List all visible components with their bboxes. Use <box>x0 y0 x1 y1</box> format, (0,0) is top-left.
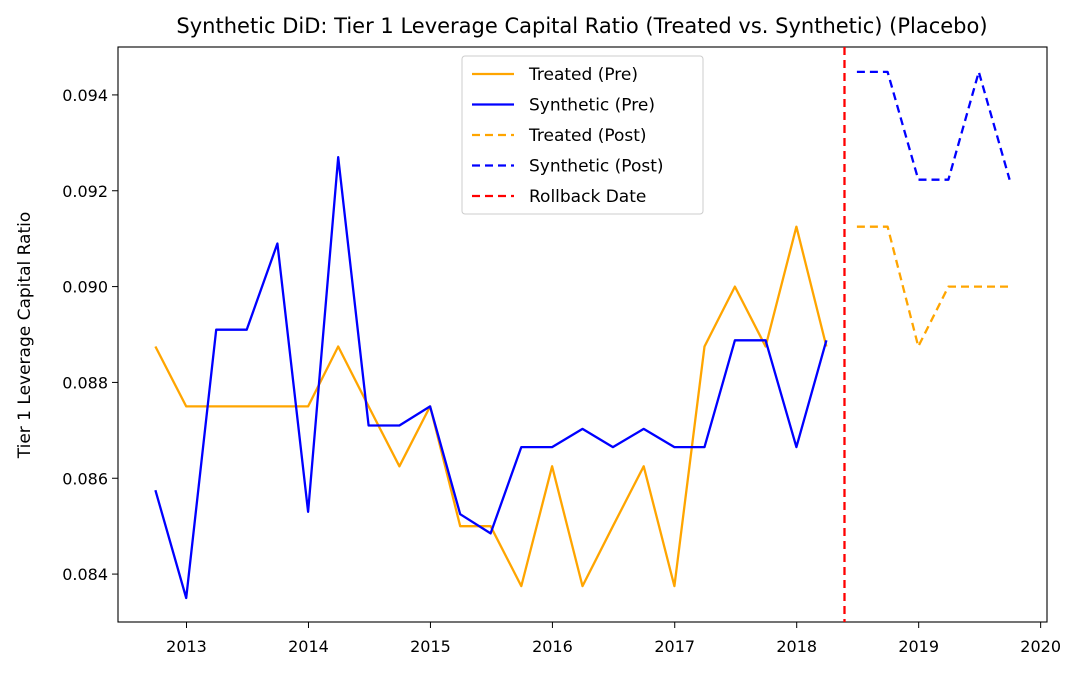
chart-title: Synthetic DiD: Tier 1 Leverage Capital R… <box>176 14 987 38</box>
synthetic-pre-line <box>155 157 826 598</box>
y-tick-label: 0.092 <box>62 182 108 201</box>
y-tick-label: 0.084 <box>62 565 108 584</box>
synthetic-post-line <box>857 72 1010 180</box>
x-tick-label: 2013 <box>166 637 207 656</box>
x-tick-label: 2019 <box>898 637 939 656</box>
legend: Treated (Pre) Synthetic (Pre) Treated (Pos… <box>462 56 703 214</box>
y-tick-label: 0.088 <box>62 373 108 392</box>
legend-label: Synthetic (Pre) <box>529 96 655 116</box>
x-tick-label: 2018 <box>776 637 817 656</box>
x-tick-label: 2020 <box>1020 637 1061 656</box>
legend-label: Rollback Date <box>529 187 646 207</box>
legend-label: Synthetic (Post) <box>529 157 664 177</box>
y-tick-label: 0.090 <box>62 278 108 297</box>
y-axis-label: Tier 1 Leverage Capital Ratio <box>15 212 35 460</box>
x-tick-label: 2014 <box>288 637 329 656</box>
y-tick-label: 0.086 <box>62 469 108 488</box>
legend-label: Treated (Post) <box>528 126 647 146</box>
x-tick-label: 2016 <box>532 637 573 656</box>
legend-label: Treated (Pre) <box>528 65 638 85</box>
treated-post-line <box>857 227 1010 347</box>
x-tick-label: 2017 <box>654 637 695 656</box>
y-axis: 0.084 0.086 0.088 0.090 0.092 0.094 <box>62 86 118 584</box>
y-tick-label: 0.094 <box>62 86 108 105</box>
x-tick-label: 2015 <box>410 637 451 656</box>
x-axis: 2013 2014 2015 2016 2017 2018 2019 2020 <box>166 622 1061 656</box>
